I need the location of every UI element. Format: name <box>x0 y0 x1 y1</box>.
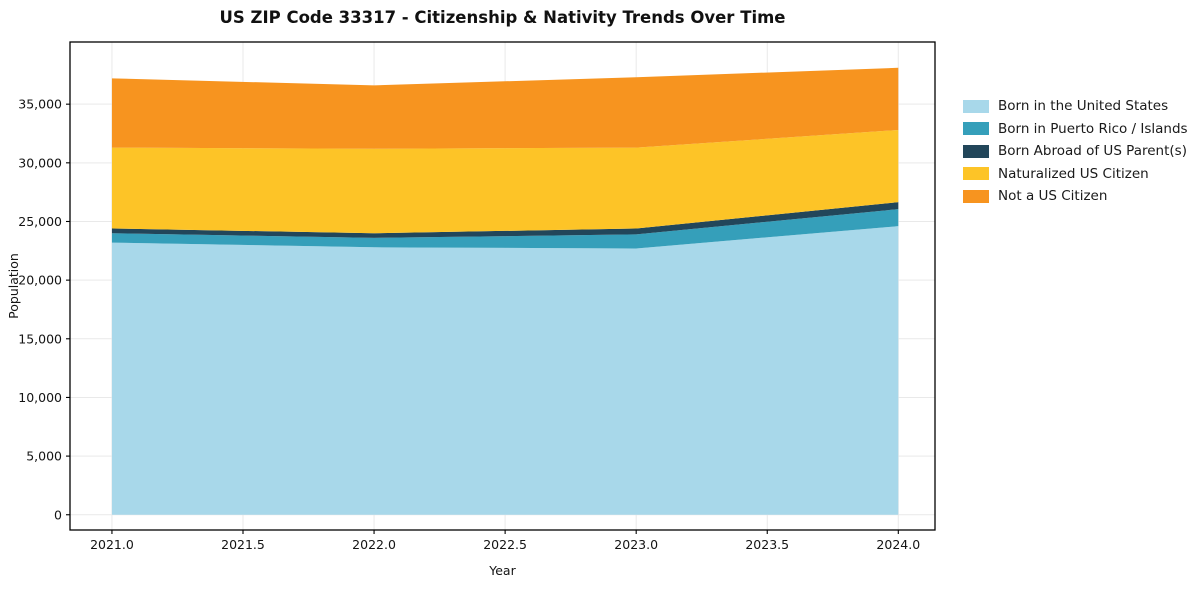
y-tick-label: 35,000 <box>18 97 62 112</box>
y-tick-label: 10,000 <box>18 390 62 405</box>
area-series-4 <box>111 67 899 149</box>
y-axis-label: Population <box>6 253 21 319</box>
plot-border <box>69 41 936 531</box>
y-tick-label: 15,000 <box>18 331 62 346</box>
y-tick-label: 20,000 <box>18 273 62 288</box>
legend-label: Born in the United States <box>998 98 1169 114</box>
x-tick-label: 2021.5 <box>221 537 265 552</box>
x-axis-label: Year <box>489 563 516 578</box>
legend-label: Not a US Citizen <box>998 188 1108 204</box>
y-tick-label: 5,000 <box>26 449 62 464</box>
x-tick-label: 2021.0 <box>90 537 134 552</box>
area-series-1 <box>111 209 899 249</box>
area-series-2 <box>111 202 899 238</box>
legend-item-0: Born in the United States <box>963 98 1188 114</box>
legend-swatch <box>963 189 989 203</box>
legend-item-4: Not a US Citizen <box>963 188 1188 204</box>
legend-swatch <box>963 144 989 158</box>
legend-swatch <box>963 99 989 113</box>
x-tick-label: 2023.5 <box>745 537 789 552</box>
x-tick-label: 2022.5 <box>483 537 527 552</box>
legend-label: Naturalized US Citizen <box>998 165 1149 182</box>
legend-swatch <box>963 167 989 180</box>
legend-label: Born Abroad of US Parent(s) <box>998 143 1187 159</box>
y-tick-label: 0 <box>54 507 62 522</box>
legend-swatch <box>963 122 989 135</box>
chart-title: US ZIP Code 33317 - Citizenship & Nativi… <box>219 8 786 27</box>
x-tick-label: 2023.0 <box>614 537 658 552</box>
legend-item-1: Born in Puerto Rico / Islands <box>963 120 1188 137</box>
x-tick-label: 2022.0 <box>352 537 396 552</box>
y-tick-label: 30,000 <box>18 155 62 170</box>
legend: Born in the United States Born in Puerto … <box>963 98 1188 204</box>
legend-label: Born in Puerto Rico / Islands <box>998 120 1188 137</box>
y-tick-label: 25,000 <box>18 214 62 229</box>
area-series-3 <box>111 129 899 234</box>
area-series-0 <box>111 226 899 515</box>
legend-item-2: Born Abroad of US Parent(s) <box>963 143 1188 159</box>
legend-item-3: Naturalized US Citizen <box>963 165 1188 182</box>
x-tick-label: 2024.0 <box>876 537 920 552</box>
